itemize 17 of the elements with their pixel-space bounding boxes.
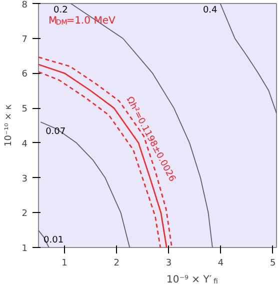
y-tick-label: 3	[22, 174, 28, 184]
y-tick-label: 1	[22, 244, 28, 254]
y-tick-label: 4	[22, 139, 28, 150]
y-tick-label: 7	[22, 34, 28, 45]
series-label: 0.2	[53, 6, 68, 16]
line-series	[220, 4, 276, 114]
y-tick-label: 5	[22, 104, 28, 115]
y-axis-title: 10⁻¹⁰ × κ	[4, 104, 14, 146]
y-tick-label: 2	[22, 209, 28, 220]
series-label: 0.4	[202, 6, 218, 16]
x-tick-label: 3	[166, 258, 172, 268]
x-tick-label: 4	[218, 258, 224, 268]
y-tick-label: 8	[22, 0, 28, 10]
x-tick-label: 2	[114, 258, 120, 268]
x-tick-label: 1	[62, 258, 68, 268]
x-tick-label: 5	[270, 258, 276, 268]
y-tick-label: 6	[22, 70, 28, 80]
